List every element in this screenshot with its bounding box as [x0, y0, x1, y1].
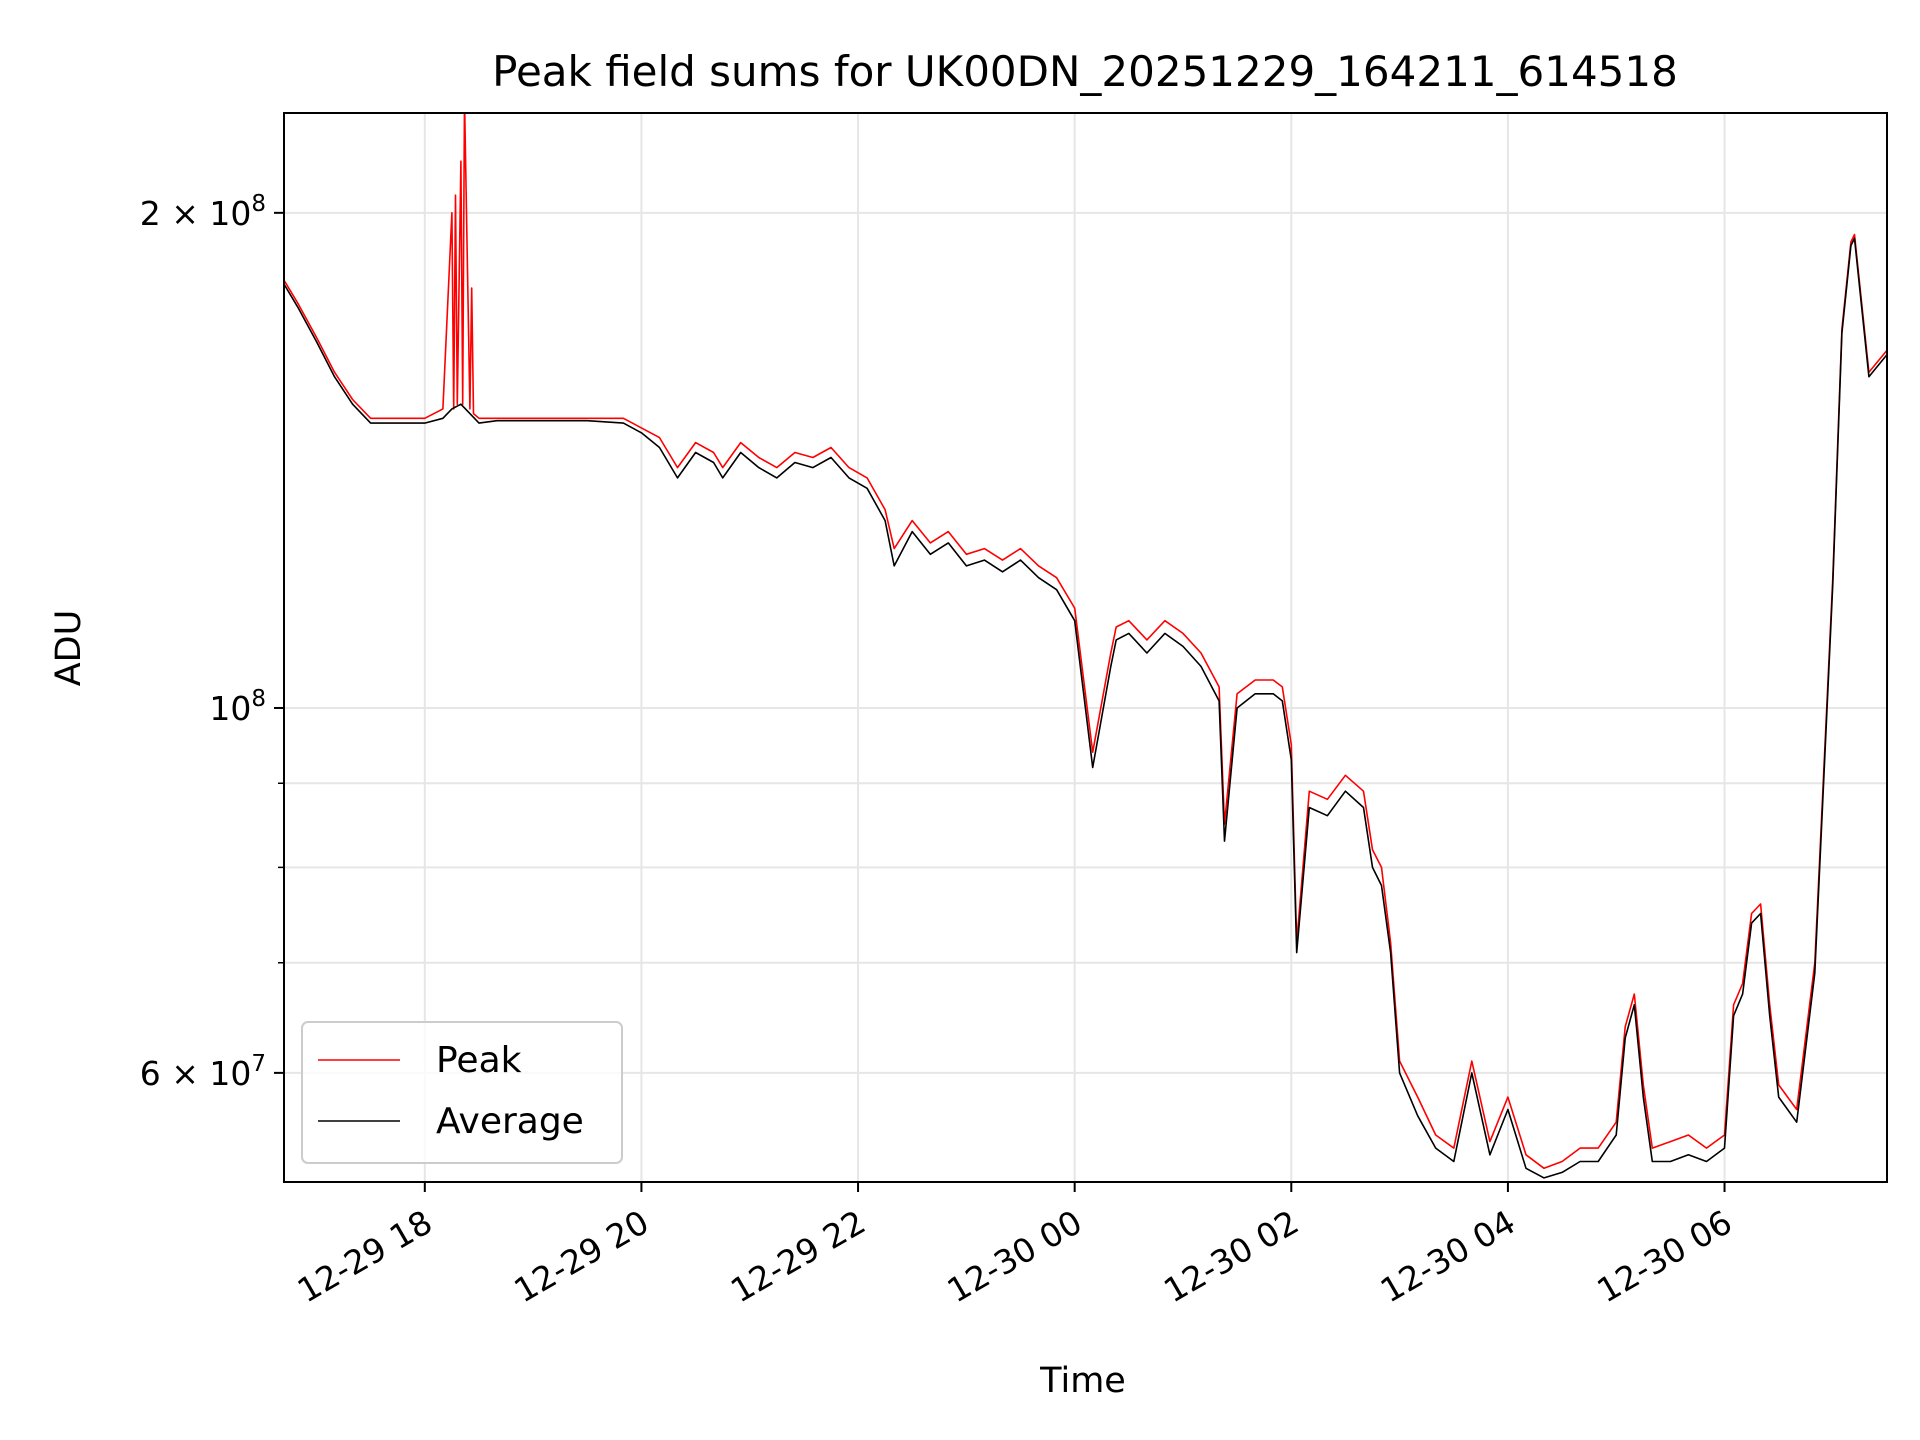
plot-frame [283, 112, 1888, 1183]
legend-label-peak: Peak [436, 1040, 522, 1081]
y-tick-label: 2 × 108 [140, 191, 266, 233]
legend-box [301, 1021, 623, 1164]
series-line-average [284, 237, 1887, 1179]
y-axis-title: ADU [49, 610, 89, 687]
x-axis-title: Time [1039, 1361, 1126, 1401]
series-layer [284, 113, 1887, 1179]
y-tick-label: 6 × 107 [140, 1051, 266, 1093]
legend-label-average: Average [436, 1101, 584, 1142]
chart-title: Peak field sums for UK00DN_20251229_1642… [492, 47, 1678, 96]
series-line-peak [284, 113, 1887, 1170]
legend: Peak Average [301, 1021, 623, 1164]
